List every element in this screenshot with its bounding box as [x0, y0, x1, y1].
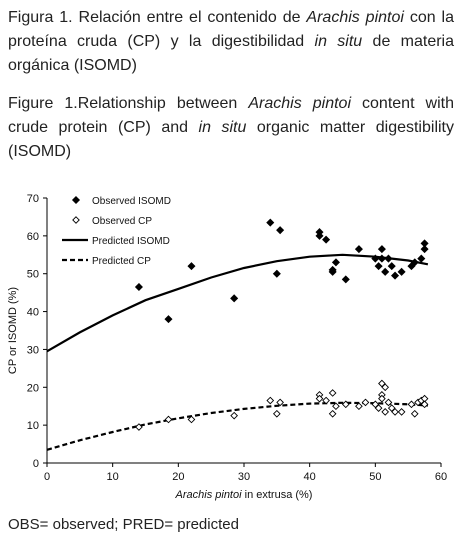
point-observed-cp	[371, 400, 380, 409]
y-tick-label: 70	[27, 193, 39, 205]
y-tick-label: 60	[27, 231, 39, 243]
point-observed-cp	[391, 408, 399, 416]
point-observed-cp	[276, 398, 284, 407]
y-tick-label: 10	[27, 420, 39, 432]
x-tick-label: 30	[238, 471, 250, 483]
point-observed-cp	[266, 396, 275, 405]
point-observed-cp	[355, 402, 363, 411]
point-observed-cp	[187, 415, 196, 424]
x-tick-label: 60	[435, 471, 447, 483]
point-observed-cp	[361, 398, 370, 407]
point-observed-isomd	[315, 231, 324, 240]
y-tick-label: 20	[27, 382, 39, 394]
chart-ticks: 0 10 20 30 40 50 60 0 10 20 30 40 50 60 70	[27, 193, 447, 483]
point-observed-isomd	[164, 315, 173, 324]
point-observed-cp	[384, 398, 393, 407]
point-observed-cp	[378, 394, 386, 403]
caption-en-middle: content with crude protein (CP) and	[8, 95, 455, 136]
x-tick-label: 20	[172, 471, 184, 483]
point-observed-cp	[135, 423, 143, 431]
point-observed-cp	[164, 415, 173, 424]
caption-es-insitu: in situ	[314, 33, 363, 50]
point-observed-cp	[397, 408, 406, 416]
x-axis-label-rest: in extrusa (%)	[242, 489, 313, 501]
point-observed-cp	[328, 409, 337, 418]
point-observed-isomd	[410, 258, 419, 267]
y-tick-label: 0	[33, 458, 39, 470]
point-observed-isomd	[374, 262, 383, 271]
point-observed-isomd	[371, 254, 380, 263]
point-observed-cp	[381, 408, 390, 416]
point-observed-cp	[322, 396, 330, 405]
caption-es-species: Arachis pintoi	[306, 9, 404, 26]
point-observed-isomd	[417, 254, 426, 263]
point-observed-isomd	[354, 245, 363, 254]
point-observed-isomd	[230, 294, 239, 303]
y-tick-label: 50	[27, 269, 39, 281]
footnote: OBS= observed; PRED= predicted	[8, 516, 239, 533]
fit-line-3	[46, 401, 428, 451]
point-observed-cp	[328, 389, 337, 397]
fit-line-2	[46, 253, 429, 353]
point-observed-isomd	[266, 218, 275, 227]
point-observed-cp	[387, 404, 396, 412]
scatter-chart: 0 10 20 30 40 50 60 0 10 20 30 40 50 60 70 Observed IS…	[7, 193, 447, 501]
point-observed-cp	[381, 383, 390, 392]
caption-en-suffix: organic matter digestibility (ISOMD)	[8, 119, 454, 160]
point-observed-cp	[272, 409, 281, 418]
legend-label: Predicted ISOMD	[92, 236, 170, 247]
y-axis-label: CP or ISOMD (%)	[7, 287, 19, 374]
point-observed-isomd	[384, 254, 393, 263]
caption-es-middle: con la proteína cruda (CP) y la digestib…	[8, 9, 455, 50]
chart-legend: Observed ISOMD Observed CP Predicted ISOMD…	[62, 195, 171, 267]
x-axis-label-species: Arachis pintoi	[175, 489, 243, 501]
point-observed-cp	[420, 400, 429, 409]
point-observed-isomd	[331, 258, 340, 267]
point-observed-cp	[407, 400, 416, 409]
point-observed-isomd	[341, 275, 350, 284]
chart-fit-lines	[46, 253, 429, 451]
point-observed-isomd	[134, 282, 143, 291]
point-observed-isomd	[328, 267, 337, 276]
x-tick-label: 50	[369, 471, 381, 483]
caption-en-species: Arachis pintoi	[248, 95, 351, 112]
legend-label: Observed CP	[92, 216, 152, 227]
legend-swatch-marker	[71, 195, 81, 205]
point-observed-cp	[374, 404, 383, 412]
chart-data-points	[134, 218, 429, 431]
point-observed-isomd	[276, 226, 285, 235]
point-observed-isomd	[381, 267, 390, 276]
point-observed-isomd	[322, 235, 331, 244]
legend-swatch-marker	[72, 216, 80, 224]
x-tick-label: 10	[107, 471, 119, 483]
point-observed-isomd	[387, 262, 396, 271]
point-observed-isomd	[377, 254, 386, 263]
point-observed-cp	[332, 402, 340, 411]
point-observed-isomd	[420, 245, 429, 254]
point-observed-cp	[315, 394, 324, 403]
caption-en-prefix: Figure 1.Relationship between	[8, 95, 249, 112]
x-tick-label: 0	[44, 471, 50, 483]
point-observed-isomd	[187, 262, 196, 271]
x-tick-label: 40	[304, 471, 316, 483]
point-observed-isomd	[420, 239, 429, 248]
y-tick-label: 30	[27, 344, 39, 356]
point-observed-isomd	[377, 245, 386, 254]
x-axis-label: Arachis pintoi in extrusa (%)	[175, 489, 313, 501]
point-observed-cp	[378, 379, 386, 388]
y-tick-label: 40	[27, 307, 39, 319]
point-observed-cp	[230, 411, 238, 420]
caption-spanish: Figura 1. Relación entre el contenido de…	[8, 6, 454, 78]
caption-es-prefix: Figura 1. Relación entre el contenido de	[8, 9, 307, 26]
point-observed-isomd	[397, 267, 406, 276]
caption-es-suffix: de materia orgánica (ISOMD)	[8, 33, 455, 74]
caption-en-insitu: in situ	[198, 119, 247, 136]
point-observed-isomd	[272, 269, 281, 278]
point-observed-cp	[410, 409, 419, 418]
point-observed-cp	[341, 400, 350, 409]
legend-label: Observed ISOMD	[92, 196, 171, 207]
point-observed-isomd	[391, 271, 400, 280]
legend-label: Predicted CP	[92, 256, 151, 267]
caption-english: Figure 1.Relationship between Arachis pi…	[8, 92, 454, 164]
